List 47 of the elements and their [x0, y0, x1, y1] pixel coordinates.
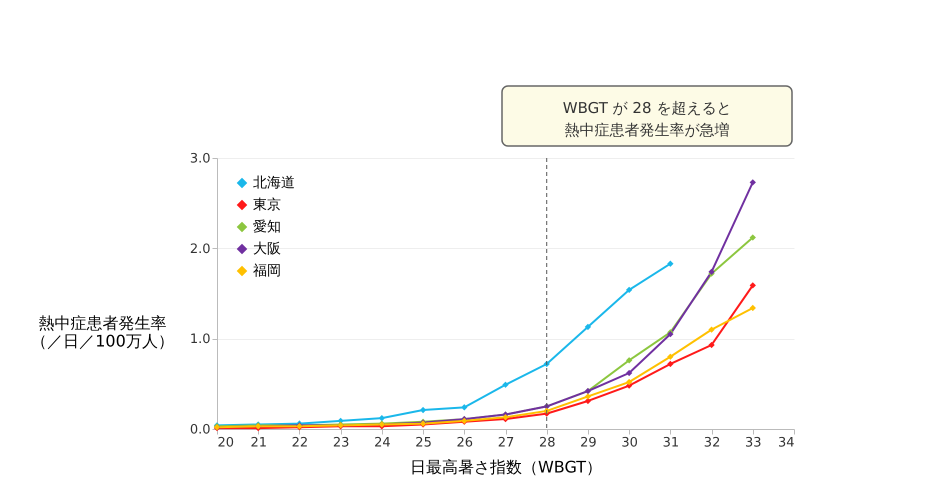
x-axis-title: 日最高暑さ指数（WBGT） — [410, 458, 602, 476]
y-axis-title: 熱中症患者発生率（／日／100万人） — [31, 314, 174, 350]
x-tick-label: 33 — [745, 436, 762, 450]
legend-label: 大阪 — [253, 241, 281, 257]
point — [750, 282, 756, 289]
point — [626, 357, 632, 364]
point — [750, 179, 756, 186]
y-tick-label: 2.0 — [190, 242, 210, 257]
x-tick-label: 20 — [218, 436, 234, 450]
x-tick-label: 34 — [778, 436, 794, 450]
x-tick-label: 25 — [415, 436, 432, 450]
point — [626, 286, 632, 294]
x-tick-label: 23 — [332, 436, 350, 450]
legend-label: 北海道 — [253, 175, 295, 191]
point — [667, 360, 674, 368]
point — [667, 354, 674, 360]
point — [420, 406, 426, 414]
point — [626, 378, 632, 386]
point — [708, 342, 715, 348]
x-tick-label: 22 — [292, 436, 308, 450]
x-tick-label: 26 — [456, 436, 474, 450]
point — [667, 260, 674, 267]
y-tick-label: 1.0 — [190, 332, 210, 348]
x-tick-label: 32 — [704, 436, 720, 450]
x-tick-label: 27 — [498, 436, 514, 450]
x-tick-label: 24 — [374, 436, 391, 450]
point — [708, 326, 715, 333]
y-tick-label: 0.0 — [190, 422, 210, 438]
legend-label: 福岡 — [253, 263, 281, 279]
point — [502, 382, 509, 388]
text: WBGT が 28 を超えると熱中症患者発生率が急増 — [562, 99, 732, 139]
point — [584, 393, 592, 400]
x-tick-label: 28 — [538, 436, 556, 450]
point — [461, 404, 468, 410]
y-tick-label: 3.0 — [190, 152, 210, 166]
legend-label: 東京 — [253, 197, 281, 213]
point — [750, 234, 756, 241]
point — [584, 398, 592, 404]
point — [750, 304, 756, 312]
x-tick-label: 31 — [662, 436, 680, 450]
x-tick-label: 21 — [250, 436, 267, 450]
x-tick-label: 29 — [580, 436, 597, 450]
legend-label: 愛知 — [253, 219, 281, 235]
x-tick-label: 30 — [621, 436, 638, 450]
point — [626, 370, 632, 376]
point — [378, 415, 386, 422]
point — [584, 324, 592, 330]
